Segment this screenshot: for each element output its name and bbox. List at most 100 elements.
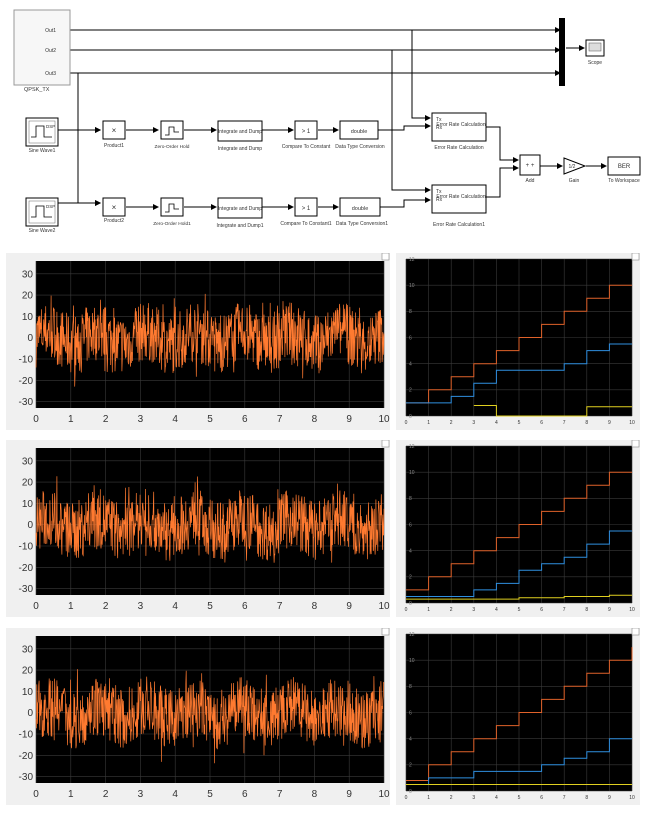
data-type-conversion-block[interactable]: double Data Type Conversion xyxy=(335,120,385,150)
x-tick-label: 8 xyxy=(585,795,588,801)
ber-series-0 xyxy=(406,284,632,404)
sine-wave1-dsp-text: DSP xyxy=(46,124,55,129)
dock-button xyxy=(631,253,640,261)
sine-wave1-block[interactable]: DSP Sine Wave1 xyxy=(25,117,59,154)
y-tick-label: -10 xyxy=(19,355,34,366)
y-tick-label: 30 xyxy=(22,644,34,655)
x-tick-label: 0 xyxy=(33,414,39,425)
error-rate-calc1-block[interactable]: Tx Rx Error Rate Calculation Error Rate … xyxy=(431,184,487,228)
ber-series-2 xyxy=(406,594,632,600)
zero-order-hold1-block[interactable]: Zero-Order Hold1 xyxy=(153,197,191,227)
x-tick-label: 4 xyxy=(495,420,498,426)
noise-series-line xyxy=(35,293,385,387)
y-tick-label: -10 xyxy=(19,542,34,553)
product1-label: Product1 xyxy=(104,143,124,149)
sine-wave2-block[interactable]: DSP Sine Wave2 xyxy=(25,197,59,234)
compare-constant-block[interactable]: > 1 Compare To Constant xyxy=(282,120,331,150)
ber-plot-2: 0 1 2 3 4 5 6 7 8 9 10 0 2 4 6 8 10 12 xyxy=(396,440,640,617)
y-tick-label: 10 xyxy=(409,470,415,476)
ber-series-2 xyxy=(473,405,632,417)
zero-order-hold-block[interactable]: Zero-Order Hold xyxy=(155,120,190,150)
qpsk-port-out1: Out1 xyxy=(45,28,56,34)
noise-series-line xyxy=(35,476,385,563)
scope-block[interactable]: Scope xyxy=(585,39,605,66)
x-tick-label: 6 xyxy=(242,414,248,425)
x-tick-label: 9 xyxy=(608,607,611,613)
x-tick-label: 10 xyxy=(378,789,390,800)
gain-label: Gain xyxy=(569,178,580,184)
y-tick-label: 0 xyxy=(409,601,412,607)
x-tick-label: 2 xyxy=(450,795,453,801)
error-rate-calc-rx: Rx xyxy=(436,125,443,131)
qpsk-subsystem-block[interactable]: Out1 Out2 Out3 QPSK_TX xyxy=(13,9,71,93)
x-tick-label: 0 xyxy=(405,420,408,426)
integrate-dump-icon: Integrate and Dump xyxy=(218,129,262,135)
compare-constant1-block[interactable]: > 1 Compare To Constant1 xyxy=(280,197,332,227)
y-tick-label: 2 xyxy=(409,388,412,394)
x-tick-label: 2 xyxy=(450,420,453,426)
x-tick-label: 4 xyxy=(172,789,178,800)
noise-plot-1: 0 1 2 3 4 5 6 7 8 9 10 30 20 10 0 -10 -20 -30 xyxy=(6,253,390,430)
x-tick-label: 8 xyxy=(585,607,588,613)
ber-series-0 xyxy=(406,647,633,781)
x-tick-label: 7 xyxy=(563,420,566,426)
y-tick-label: 0 xyxy=(409,414,412,420)
product2-block[interactable]: × Product2 xyxy=(102,197,126,224)
x-tick-label: 10 xyxy=(378,414,390,425)
noise-plot-2-svg: 0 1 2 3 4 5 6 7 8 9 10 30 20 10 0 -10 -20 -30 xyxy=(19,440,390,612)
x-tick-label: 5 xyxy=(207,414,213,425)
y-tick-label: 20 xyxy=(22,291,34,302)
product1-block[interactable]: × Product1 xyxy=(102,120,126,149)
y-tick-label: -30 xyxy=(19,772,34,783)
add-block[interactable]: + + Add xyxy=(519,154,541,184)
product1-icon: × xyxy=(112,126,117,135)
product2-label: Product2 xyxy=(104,218,124,224)
mux-block[interactable] xyxy=(559,18,565,86)
dock-button xyxy=(381,440,390,448)
y-tick-label: 20 xyxy=(22,666,34,677)
sine-wave2-dsp-text: DSP xyxy=(46,204,55,209)
x-tick-label: 7 xyxy=(563,607,566,613)
x-tick-label: 4 xyxy=(172,414,178,425)
to-workspace-icon: BER xyxy=(618,164,631,170)
x-tick-label: 4 xyxy=(495,607,498,613)
x-tick-label: 8 xyxy=(312,414,318,425)
product2-icon: × xyxy=(112,203,117,212)
qpsk-port-out3: Out3 xyxy=(45,71,56,77)
x-tick-label: 7 xyxy=(563,795,566,801)
dock-button xyxy=(631,440,640,448)
noise-plot-2: 0 1 2 3 4 5 6 7 8 9 10 30 20 10 0 -10 -20 -30 xyxy=(6,440,390,617)
noise-series-line xyxy=(35,669,385,764)
ber-series-0 xyxy=(406,471,632,591)
to-workspace-block[interactable]: BER To Workspace xyxy=(607,156,641,184)
x-tick-label: 0 xyxy=(33,789,39,800)
dock-button xyxy=(381,628,390,636)
dock-button xyxy=(381,253,390,261)
data-type-conversion1-block[interactable]: double Data Type Conversion1 xyxy=(336,197,388,227)
x-tick-label: 8 xyxy=(312,789,318,800)
x-tick-label: 6 xyxy=(242,789,248,800)
integrate-dump1-icon: Integrate and Dump xyxy=(218,206,262,212)
y-tick-label: 8 xyxy=(409,496,412,502)
gain-block[interactable]: 1/2 Gain xyxy=(563,157,587,184)
y-tick-label: 0 xyxy=(27,520,33,531)
x-tick-label: 1 xyxy=(427,795,430,801)
y-tick-label: -30 xyxy=(19,397,34,408)
integrate-dump1-block[interactable]: Integrate and Dump Integrate and Dump1 xyxy=(217,197,264,229)
ber-series-1 xyxy=(406,738,632,785)
integrate-dump-block[interactable]: Integrate and Dump Integrate and Dump xyxy=(217,120,263,152)
y-tick-label: 10 xyxy=(409,658,415,664)
x-tick-label: 6 xyxy=(540,607,543,613)
error-rate-calc1-tx: Tx xyxy=(436,189,442,195)
noise-plot-3: 0 1 2 3 4 5 6 7 8 9 10 30 20 10 0 -10 -20 -30 xyxy=(6,628,390,805)
y-tick-label: 10 xyxy=(409,283,415,289)
y-tick-label: -20 xyxy=(19,376,34,387)
x-tick-label: 2 xyxy=(103,601,109,612)
x-tick-label: 3 xyxy=(138,414,144,425)
ber-series-1 xyxy=(406,343,632,404)
error-rate-calc-block[interactable]: Tx Rx Error Rate Calculation Error Rate … xyxy=(431,112,487,151)
x-tick-label: 10 xyxy=(629,795,635,801)
x-tick-label: 3 xyxy=(472,607,475,613)
